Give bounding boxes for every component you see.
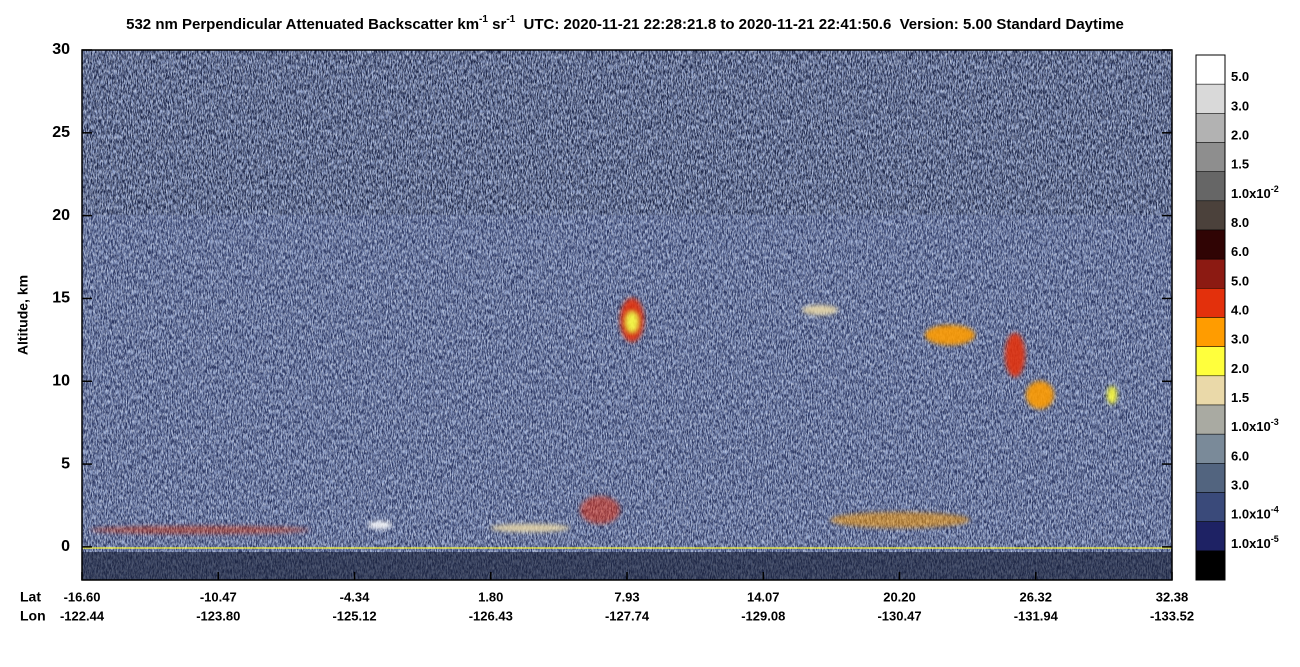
colorbar-swatch [1195,171,1226,202]
colorbar-label: 2.0 [1231,361,1249,376]
colorbar-label: 5.0 [1231,70,1249,85]
lon-tick-label: -123.80 [196,608,240,623]
chart-title: 532 nm Perpendicular Attenuated Backscat… [126,14,1124,33]
colorbar-swatch [1195,463,1226,493]
y-tick-label: 5 [61,455,70,472]
lat-tick-label: 1.80 [478,589,503,604]
colorbar-label: 1.0x10-4 [1231,505,1279,522]
lon-tick-label: -129.08 [741,608,785,623]
lon-tick-label: -133.52 [1150,608,1194,623]
colorbar-swatch [1195,288,1226,318]
y-tick-label: 25 [52,124,70,141]
y-tick-label: 15 [52,290,70,307]
lat-tick-label: -16.60 [64,589,101,604]
lon-tick-label: -131.94 [1014,608,1059,623]
y-axis-label: Altitude, km [15,275,31,355]
colorbar-swatch [1195,550,1226,581]
colorbar-swatch [1195,229,1226,260]
colorbar-label: 1.5 [1231,390,1249,405]
colorbar-swatch [1195,346,1226,377]
colorbar-swatch [1195,521,1226,552]
colorbar-swatch [1195,142,1226,172]
lat-tick-label: 20.20 [883,589,916,604]
colorbar-label: 3.0 [1231,332,1249,347]
colorbar-label: 1.0x10-2 [1231,184,1279,201]
colorbar-swatch [1195,317,1226,347]
lat-tick-label: -4.34 [340,589,370,604]
y-tick-label: 10 [52,372,70,389]
colorbar-label: 6.0 [1231,449,1249,464]
lon-tick-label: -130.47 [877,608,921,623]
colorbar-label: 5.0 [1231,274,1249,289]
colorbar-label: 8.0 [1231,215,1249,230]
colorbar-label: 1.0x10-5 [1231,534,1279,551]
colorbar-swatch [1195,54,1226,85]
colorbar-label: 2.0 [1231,128,1249,143]
lon-tick-label: -126.43 [469,608,513,623]
colorbar-swatch [1195,492,1226,522]
colorbar-frame [1195,54,1226,581]
backscatter-image [82,50,1172,580]
y-tick-label: 0 [61,538,70,555]
colorbar-swatch [1195,404,1226,435]
y-tick-label: 20 [52,207,70,224]
colorbar-label: 1.0x10-3 [1231,418,1279,435]
colorbar-label: 3.0 [1231,478,1249,493]
colorbar-swatch [1195,113,1226,143]
lon-label: Lon [20,608,46,624]
lon-tick-label: -125.12 [332,608,376,623]
lat-tick-label: 7.93 [614,589,639,604]
y-tick-label: 30 [52,41,70,58]
lat-tick-label: 14.07 [747,589,780,604]
lon-tick-label: -122.44 [60,608,105,623]
colorbar-swatch [1195,433,1226,464]
colorbar-swatch [1195,375,1226,406]
lat-tick-label: 32.38 [1156,589,1189,604]
colorbar-swatch [1195,83,1226,114]
colorbar-label: 3.0 [1231,99,1249,114]
colorbar-label: 4.0 [1231,303,1249,318]
colorbar-swatch [1195,258,1226,289]
lat-tick-label: -10.47 [200,589,237,604]
lon-tick-label: -127.74 [605,608,650,623]
lat-label: Lat [20,589,41,605]
colorbar-label: 1.5 [1231,157,1249,172]
colorbar-label: 6.0 [1231,245,1249,260]
lat-tick-label: 26.32 [1019,589,1052,604]
colorbar-swatch [1195,200,1226,231]
